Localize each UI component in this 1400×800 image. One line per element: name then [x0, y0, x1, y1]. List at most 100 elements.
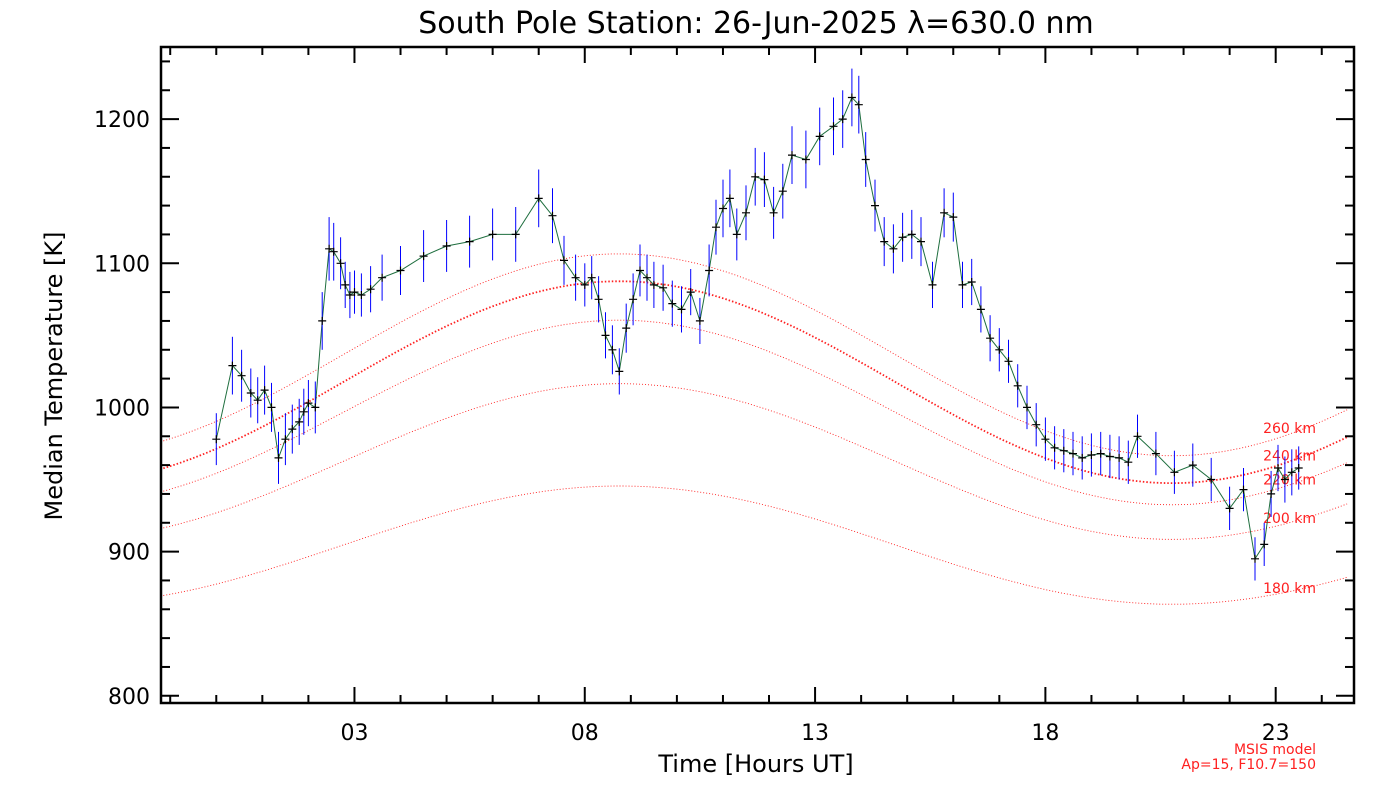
model-note-line-1: MSIS model	[1234, 742, 1316, 758]
data-point	[1280, 475, 1289, 484]
data-point	[288, 425, 297, 434]
data-point	[928, 280, 937, 289]
data-point	[1260, 540, 1269, 549]
x-axis: 03 08 13 18 23	[169, 47, 1323, 746]
data-point	[643, 273, 651, 282]
model-curve-label-3: 200 km	[1263, 511, 1316, 527]
data-point	[1069, 449, 1077, 458]
data-point	[705, 266, 714, 275]
data-point	[1225, 504, 1234, 513]
data-point	[719, 204, 727, 213]
data-point	[329, 247, 338, 256]
data-point	[228, 361, 237, 370]
data-point	[1013, 381, 1022, 390]
data-point	[949, 213, 958, 222]
series-line	[215, 96, 1299, 561]
data-point	[1032, 420, 1041, 429]
data-point	[534, 194, 543, 203]
x-tick-label: 23	[1262, 721, 1290, 746]
y-tick-label: 900	[108, 541, 150, 566]
data-point	[659, 283, 668, 292]
data-point	[396, 266, 405, 275]
data-point	[788, 151, 796, 160]
data-point	[629, 295, 638, 304]
model-curve-2	[163, 319, 1348, 506]
data-point	[350, 288, 359, 297]
data-point	[366, 285, 375, 294]
data-point	[281, 435, 290, 444]
data-point	[318, 316, 327, 325]
model-curve-label-0: 260 km	[1263, 421, 1316, 437]
data-point	[1239, 485, 1248, 494]
data-point	[649, 280, 658, 289]
model-curve-label-1: 240 km	[1263, 448, 1316, 464]
data-point	[871, 201, 879, 210]
data-point	[1251, 554, 1259, 563]
data-point	[336, 259, 345, 268]
data-point	[712, 223, 720, 232]
data-point	[1096, 449, 1105, 458]
y-tick-label: 1100	[94, 252, 150, 277]
data-point	[465, 237, 474, 246]
data-point	[1133, 432, 1142, 441]
data-point	[725, 194, 734, 203]
x-tick-label: 13	[801, 721, 829, 746]
data-point	[345, 291, 354, 299]
x-tick-label: 03	[340, 721, 368, 746]
data-point	[1287, 468, 1296, 477]
data-point	[1004, 357, 1013, 366]
data-point	[742, 208, 750, 217]
data-point	[212, 435, 221, 444]
y-axis-label: Median Temperature [K]	[40, 231, 68, 520]
data-point	[419, 252, 428, 261]
data-point	[898, 233, 907, 242]
data-point	[1151, 449, 1160, 458]
data-point	[1188, 461, 1197, 470]
data-point	[695, 316, 704, 325]
x-tick-label: 18	[1031, 721, 1059, 746]
data-point	[237, 371, 246, 380]
data-point	[299, 407, 308, 416]
data-point	[1105, 452, 1114, 461]
data-point	[1023, 403, 1031, 412]
data-point	[295, 417, 304, 426]
data-point	[778, 187, 787, 196]
data-point	[1041, 435, 1050, 444]
data-point	[958, 280, 967, 289]
y-tick-label: 800	[108, 685, 150, 710]
data-point	[1207, 475, 1216, 484]
y-tick-label: 1200	[94, 108, 150, 133]
model-curve-label-4: 180 km	[1263, 581, 1316, 597]
data-point	[615, 367, 624, 376]
x-tick-label: 08	[571, 721, 599, 746]
data-point	[1115, 453, 1124, 462]
data-point	[311, 403, 320, 412]
data-point	[847, 93, 856, 102]
model-curves: 260 km 240 km 220 km 200 km 180 km	[163, 253, 1348, 605]
data-series	[212, 68, 1303, 581]
data-point	[815, 132, 824, 141]
data-point	[622, 324, 631, 333]
data-point	[601, 331, 610, 340]
data-point	[1087, 451, 1096, 459]
data-point	[1267, 489, 1276, 498]
data-point	[986, 334, 995, 343]
data-point	[769, 208, 778, 217]
data-point	[1078, 453, 1087, 462]
data-point	[488, 230, 497, 239]
data-point	[801, 155, 810, 164]
data-point	[976, 305, 985, 314]
data-point	[267, 403, 276, 412]
data-point	[442, 242, 451, 250]
data-point	[917, 237, 925, 246]
data-point	[511, 230, 520, 239]
data-point	[1294, 464, 1303, 472]
data-point	[861, 155, 870, 164]
data-point	[907, 230, 916, 239]
data-point	[1274, 464, 1282, 472]
plot-frame	[159, 45, 1356, 705]
model-curve-1	[163, 280, 1348, 485]
model-note-line-2: Ap=15, F10.7=150	[1181, 757, 1316, 773]
data-point	[760, 175, 769, 184]
